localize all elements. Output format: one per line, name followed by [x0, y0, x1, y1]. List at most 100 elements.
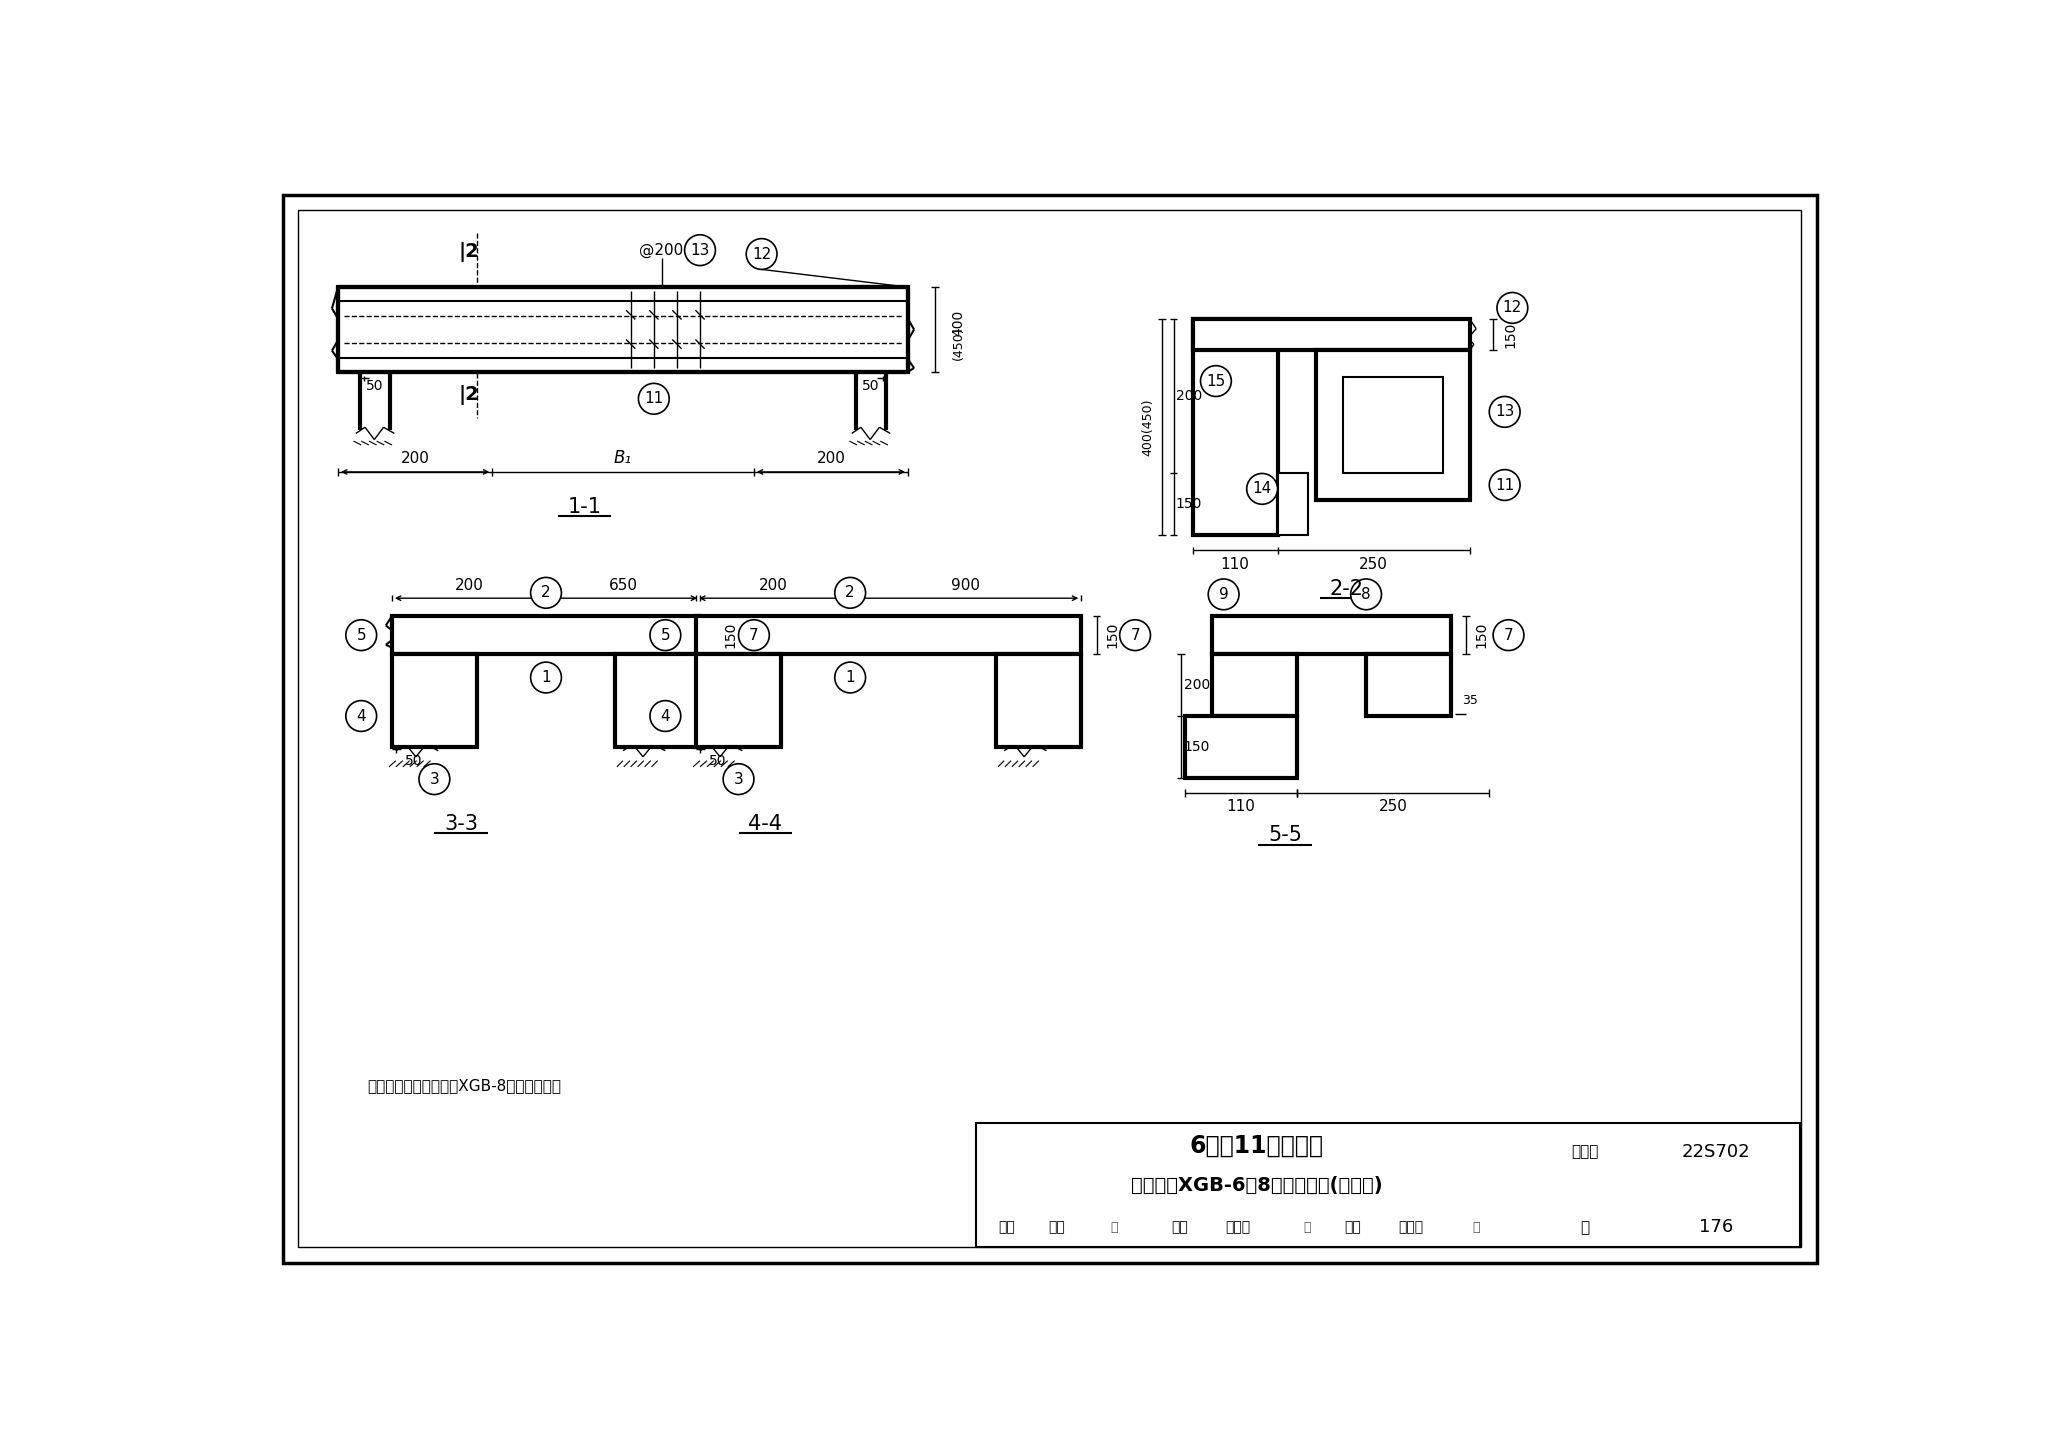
Text: 150: 150	[1475, 622, 1489, 648]
Bar	[1366, 655, 1450, 716]
Text: 650: 650	[608, 579, 637, 593]
Bar	[614, 655, 700, 747]
Text: 4: 4	[662, 709, 670, 723]
Text: 110: 110	[1221, 557, 1249, 571]
Text: 11: 11	[645, 391, 664, 407]
Text: 8: 8	[1362, 587, 1370, 602]
Text: 9: 9	[1219, 587, 1229, 602]
Circle shape	[530, 577, 561, 608]
Text: 22S702: 22S702	[1681, 1143, 1749, 1160]
Text: 洪财滨: 洪财滨	[1225, 1221, 1249, 1234]
Bar	[1212, 655, 1296, 716]
Text: 4-4: 4-4	[748, 814, 782, 834]
Text: 400: 400	[950, 310, 965, 336]
Bar	[338, 287, 907, 372]
Text: 150: 150	[1184, 740, 1210, 753]
Text: 12: 12	[752, 247, 772, 261]
Bar	[696, 655, 780, 747]
Text: 李海彬: 李海彬	[1399, 1221, 1423, 1234]
Circle shape	[1497, 293, 1528, 323]
Text: 50: 50	[709, 753, 727, 768]
Text: 5: 5	[356, 628, 367, 642]
Text: |2: |2	[459, 242, 479, 263]
Text: 200: 200	[758, 579, 788, 593]
Text: 5-5: 5-5	[1268, 825, 1303, 846]
Text: 14: 14	[1253, 482, 1272, 496]
Text: 页: 页	[1581, 1219, 1589, 1235]
Text: 审核: 审核	[997, 1221, 1016, 1234]
Text: 13: 13	[690, 242, 711, 258]
Text: 50: 50	[862, 378, 881, 392]
Bar	[391, 655, 477, 747]
Circle shape	[1200, 365, 1231, 397]
Text: 2: 2	[541, 586, 551, 600]
Text: 12: 12	[1503, 300, 1522, 316]
Text: 176: 176	[1698, 1218, 1733, 1237]
Text: 50: 50	[367, 378, 383, 392]
Text: 7: 7	[1503, 628, 1513, 642]
Circle shape	[1352, 579, 1382, 610]
Circle shape	[684, 235, 715, 266]
Text: |2: |2	[459, 385, 479, 405]
Circle shape	[1208, 579, 1239, 610]
Text: 150: 150	[1503, 322, 1518, 348]
Text: 4: 4	[356, 709, 367, 723]
Text: 签: 签	[1303, 1221, 1311, 1234]
Bar	[1212, 616, 1450, 655]
Text: 3: 3	[733, 772, 743, 786]
Text: 110: 110	[1227, 799, 1255, 814]
Text: 2-2: 2-2	[1329, 579, 1364, 599]
Bar	[391, 616, 700, 655]
Circle shape	[836, 577, 866, 608]
Text: (450): (450)	[952, 326, 965, 361]
Text: 3-3: 3-3	[444, 814, 479, 834]
Text: 50: 50	[406, 753, 422, 768]
Text: 13: 13	[1495, 404, 1513, 420]
Bar	[1343, 377, 1444, 473]
Circle shape	[1493, 619, 1524, 651]
Circle shape	[649, 701, 680, 732]
Text: 35: 35	[1462, 694, 1479, 707]
Text: B₁: B₁	[614, 449, 633, 468]
Text: 2: 2	[846, 586, 854, 600]
Text: 签: 签	[1110, 1221, 1118, 1234]
Text: @200: @200	[639, 242, 684, 258]
Text: 6号～11号化粪池: 6号～11号化粪池	[1190, 1134, 1323, 1157]
Text: 200: 200	[1176, 390, 1202, 404]
Bar	[1278, 473, 1309, 535]
Text: 校对: 校对	[1171, 1221, 1188, 1234]
Circle shape	[639, 384, 670, 414]
Text: 150: 150	[1176, 498, 1202, 511]
Circle shape	[723, 763, 754, 795]
Text: 200: 200	[817, 450, 846, 466]
Text: 11: 11	[1495, 478, 1513, 492]
Text: 签: 签	[1473, 1221, 1481, 1234]
Text: 15: 15	[1206, 374, 1225, 388]
Circle shape	[346, 619, 377, 651]
Text: 250: 250	[1360, 557, 1389, 571]
Text: 1: 1	[846, 670, 854, 685]
Circle shape	[649, 619, 680, 651]
Text: 200: 200	[455, 579, 483, 593]
Text: 1: 1	[541, 670, 551, 685]
Text: 200: 200	[401, 450, 430, 466]
Bar	[696, 616, 1081, 655]
Text: 设计: 设计	[1346, 1221, 1362, 1234]
Circle shape	[420, 763, 451, 795]
Bar	[1192, 319, 1470, 351]
Text: 150: 150	[1106, 622, 1118, 648]
Text: 王军: 王军	[1049, 1221, 1065, 1234]
Circle shape	[745, 238, 776, 270]
Circle shape	[739, 619, 770, 651]
Circle shape	[1247, 473, 1278, 504]
Bar	[1186, 716, 1296, 778]
Circle shape	[1120, 619, 1151, 651]
Circle shape	[836, 662, 866, 693]
Circle shape	[1489, 397, 1520, 427]
Text: 250: 250	[1378, 799, 1407, 814]
Text: 900: 900	[950, 579, 981, 593]
Bar	[975, 1123, 1800, 1247]
Bar	[1192, 319, 1278, 535]
Text: 现浇盖板XGB-6、8配筋剖面图(无覆土): 现浇盖板XGB-6、8配筋剖面图(无覆土)	[1130, 1176, 1382, 1195]
Text: 5: 5	[662, 628, 670, 642]
